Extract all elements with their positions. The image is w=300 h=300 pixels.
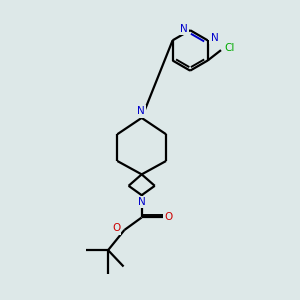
Text: N: N: [180, 24, 188, 34]
Text: N: N: [137, 106, 145, 116]
Text: Cl: Cl: [224, 43, 234, 53]
Text: O: O: [164, 212, 172, 223]
Text: N: N: [138, 197, 146, 207]
Text: N: N: [211, 33, 218, 43]
Text: O: O: [112, 224, 120, 233]
